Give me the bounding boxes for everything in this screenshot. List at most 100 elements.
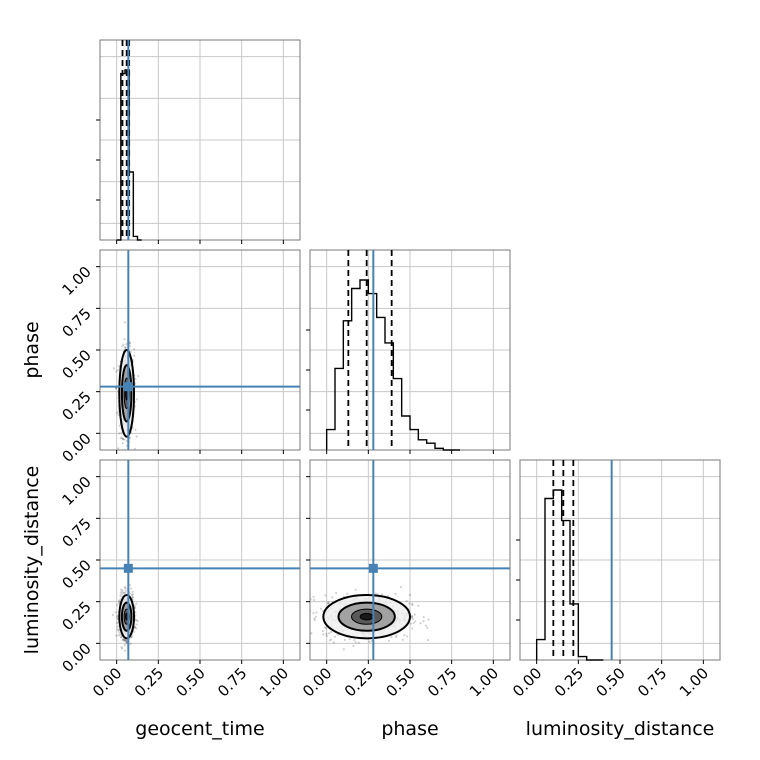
sample-point [419, 622, 422, 625]
sample-point [116, 615, 119, 618]
sample-point [136, 619, 139, 623]
sample-point [342, 648, 345, 651]
sample-point [312, 595, 315, 598]
sample-point [327, 601, 330, 604]
sample-point [394, 592, 397, 595]
sample-point [354, 641, 357, 644]
sample-point [115, 622, 119, 625]
sample-point [422, 615, 425, 619]
sample-point [406, 635, 409, 638]
sample-point [129, 587, 132, 590]
histogram-step-luminosity_distance [535, 489, 604, 661]
sample-point [120, 646, 123, 649]
sample-point [314, 615, 317, 618]
sample-point [411, 615, 414, 618]
sample-point [123, 638, 126, 641]
sample-point [411, 602, 414, 605]
sample-point [123, 587, 127, 590]
sample-point [387, 639, 391, 642]
sample-point [123, 639, 126, 642]
sample-point [133, 354, 136, 357]
sample-point [125, 439, 128, 443]
sample-point [327, 602, 330, 605]
sample-point [132, 348, 136, 351]
sample-point [119, 591, 122, 594]
sample-point [129, 344, 132, 347]
sample-point [121, 591, 124, 594]
sample-point [117, 599, 121, 602]
sample-point [124, 639, 127, 642]
panel-content [310, 460, 510, 660]
sample-point [133, 625, 137, 628]
sample-point [116, 625, 119, 628]
sample-point [121, 442, 124, 445]
sample-point [333, 635, 336, 638]
sample-point [135, 435, 138, 438]
sample-point [412, 621, 415, 625]
sample-point [312, 612, 315, 615]
sample-point [323, 626, 326, 629]
sample-point [325, 632, 328, 635]
sample-point [121, 345, 124, 348]
sample-point [330, 638, 333, 641]
sample-point [324, 627, 328, 630]
sample-point [422, 620, 425, 623]
sample-point [121, 639, 124, 642]
sample-point [133, 447, 137, 450]
sample-point [129, 350, 132, 353]
sample-point [131, 590, 134, 593]
sample-point [116, 616, 119, 619]
y-axis-label-phase: phase [21, 321, 43, 378]
sample-point [405, 599, 408, 603]
truth-marker [123, 563, 133, 573]
sample-point [122, 638, 125, 641]
sample-point [119, 633, 122, 636]
sample-point [125, 641, 128, 644]
sample-point [348, 638, 352, 641]
sample-point [122, 438, 125, 441]
sample-point [117, 629, 120, 632]
sample-point [343, 638, 346, 642]
sample-point [123, 438, 126, 441]
truth-marker [123, 382, 133, 392]
sample-point [315, 611, 318, 614]
panels-layer: 0.00 0.25 0.50 0.75 1.000.000.250.500.751.00… [58, 39, 721, 700]
density-contour-3 [359, 612, 374, 621]
sample-point [133, 604, 136, 607]
sample-point [124, 586, 127, 589]
sample-point [122, 591, 126, 595]
sample-point [120, 636, 123, 639]
sample-point [321, 629, 324, 633]
sample-point [121, 589, 124, 592]
sample-point [130, 593, 133, 596]
sample-point [119, 594, 122, 597]
sample-point [357, 641, 361, 644]
sample-point [112, 367, 116, 370]
panel-content [100, 250, 300, 450]
sample-point [111, 613, 114, 617]
sample-point [125, 641, 128, 644]
sample-point [327, 632, 331, 635]
sample-point [399, 586, 403, 589]
panel-content [100, 460, 300, 660]
sample-point [121, 438, 125, 441]
sample-point [119, 636, 123, 639]
sample-point [411, 603, 414, 607]
sample-point [118, 365, 121, 368]
sample-point [135, 627, 138, 630]
sample-point [325, 634, 328, 638]
sample-point [328, 639, 331, 642]
sample-point [123, 643, 126, 647]
sample-point [135, 623, 138, 626]
sample-point [394, 635, 398, 639]
sample-point [135, 398, 138, 401]
sample-point [118, 424, 121, 427]
sample-point [410, 615, 413, 618]
sample-point [410, 616, 414, 619]
sample-point [330, 630, 333, 634]
sample-point [134, 377, 137, 380]
sample-point [123, 321, 127, 324]
sample-point [413, 613, 416, 616]
sample-point [335, 591, 338, 595]
